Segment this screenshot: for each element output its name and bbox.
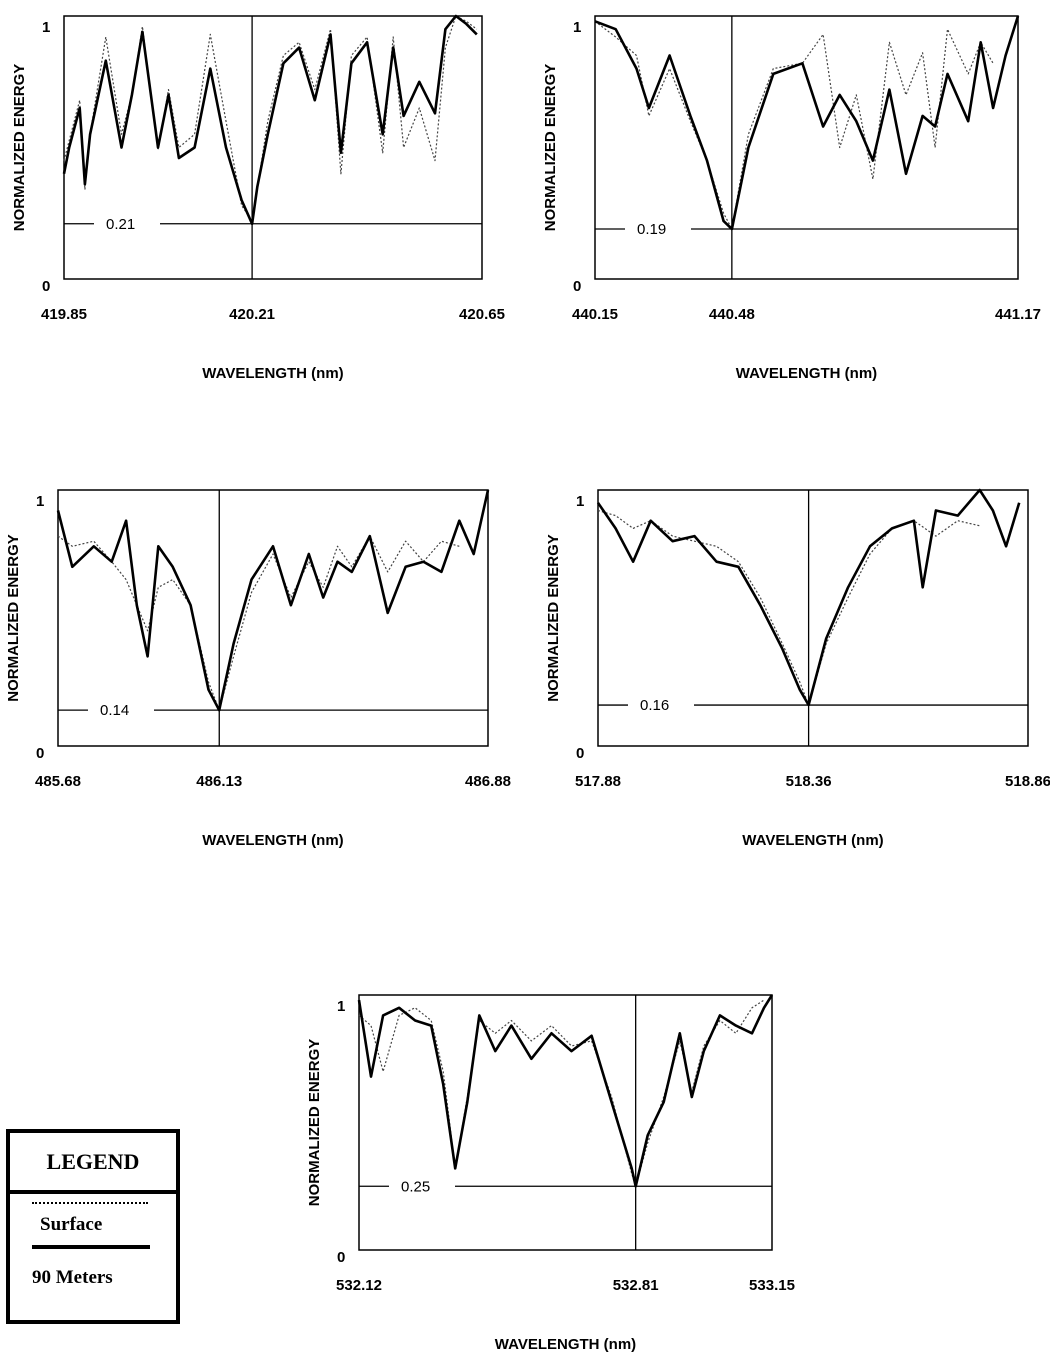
chart-svg: 0.19 1 0 440.15 440.48 441.17 WAVELENGTH (nm) N… <box>542 15 1041 382</box>
y-tick-label: 1 <box>576 493 584 510</box>
x-tick-label: 533.15 <box>749 1277 795 1294</box>
min-value-label: 0.14 <box>100 702 129 719</box>
x-tick-label: 420.65 <box>459 306 505 323</box>
x-tick-label: 420.21 <box>229 306 275 323</box>
chart-svg: 0.16 1 0 517.88 518.36 518.86 WAVELENGTH (nm) N… <box>545 488 1050 849</box>
y-tick-label: 1 <box>36 493 44 510</box>
x-tick-label: 532.12 <box>336 1277 382 1294</box>
x-tick-label: 440.15 <box>572 306 618 323</box>
legend-box: LEGEND Surface 90 Meters <box>6 1129 180 1324</box>
min-value-label: 0.19 <box>637 221 666 238</box>
y-tick-label: 0 <box>42 278 50 295</box>
chart-svg: 0.21 1 0 419.85 420.21 420.65 WAVELENGTH (nm) N… <box>11 14 505 382</box>
x-axis-label: WAVELENGTH (nm) <box>202 365 343 382</box>
y-tick-label: 0 <box>337 1249 345 1266</box>
y-tick-label: 0 <box>576 745 584 762</box>
series-90m-line <box>357 994 774 1188</box>
series-90m-line <box>594 15 1020 231</box>
series-90m-line <box>596 488 1021 707</box>
x-axis-label: WAVELENGTH (nm) <box>736 365 877 382</box>
x-tick-label: 532.81 <box>613 1277 659 1294</box>
x-tick-label: 419.85 <box>41 306 87 323</box>
series-90m-line <box>56 489 490 712</box>
chart-svg: 0.25 1 0 532.12 532.81 533.15 WAVELENGTH (nm) N… <box>306 994 795 1352</box>
x-tick-label: 486.88 <box>465 773 511 790</box>
legend-surface-label: Surface <box>40 1214 103 1235</box>
chart-panel-486nm: 0.14 1 0 485.68 486.13 486.88 WAVELENGTH (nm) N… <box>0 484 511 859</box>
y-axis-label: NORMALIZED ENERGY <box>11 64 28 232</box>
y-tick-label: 1 <box>337 998 345 1015</box>
x-tick-label: 441.17 <box>995 306 1041 323</box>
chart-panel-420nm: 0.21 1 0 419.85 420.21 420.65 WAVELENGTH (nm) N… <box>0 10 505 385</box>
chart-panel-532nm: 0.25 1 0 532.12 532.81 533.15 WAVELENGTH (nm) N… <box>280 985 800 1352</box>
x-tick-label: 486.13 <box>196 773 242 790</box>
y-tick-label: 0 <box>36 745 44 762</box>
chart-panel-518nm: 0.16 1 0 517.88 518.36 518.86 WAVELENGTH (nm) N… <box>530 484 1050 859</box>
x-axis-label: WAVELENGTH (nm) <box>742 832 883 849</box>
plot-frame <box>597 489 1029 747</box>
x-tick-label: 518.36 <box>786 773 832 790</box>
x-axis-label: WAVELENGTH (nm) <box>495 1336 636 1352</box>
y-tick-label: 0 <box>573 278 581 295</box>
plot-frame <box>63 15 483 280</box>
y-axis-label: NORMALIZED ENERGY <box>306 1039 323 1207</box>
chart-panel-440nm: 0.19 1 0 440.15 440.48 441.17 WAVELENGTH (nm) N… <box>530 10 1050 385</box>
min-value-label: 0.21 <box>106 216 135 233</box>
x-tick-label: 517.88 <box>575 773 621 790</box>
series-surface-line <box>594 20 994 230</box>
y-axis-label: NORMALIZED ENERGY <box>542 64 559 232</box>
legend-surface-swatch <box>32 1202 148 1204</box>
legend-title: LEGEND <box>10 1133 176 1194</box>
y-tick-label: 1 <box>42 19 50 36</box>
min-value-label: 0.16 <box>640 697 669 714</box>
y-tick-label: 1 <box>573 19 581 36</box>
chart-svg: 0.14 1 0 485.68 486.13 486.88 WAVELENGTH (nm) N… <box>5 489 511 849</box>
x-tick-label: 485.68 <box>35 773 81 790</box>
plot-frame <box>594 15 1019 280</box>
series-surface-line <box>358 999 765 1187</box>
y-axis-label: NORMALIZED ENERGY <box>5 534 22 702</box>
plot-frame <box>358 994 773 1251</box>
series-surface-line <box>57 535 460 711</box>
x-axis-label: WAVELENGTH (nm) <box>202 832 343 849</box>
x-tick-label: 518.86 <box>1005 773 1050 790</box>
series-90m-line <box>62 14 478 226</box>
plot-frame <box>57 489 489 747</box>
min-value-label: 0.25 <box>401 1178 430 1195</box>
legend-90m-swatch <box>32 1245 150 1249</box>
series-surface-line <box>597 509 980 706</box>
x-tick-label: 440.48 <box>709 306 755 323</box>
y-axis-label: NORMALIZED ENERGY <box>545 534 562 702</box>
legend-90m-label: 90 Meters <box>32 1267 113 1288</box>
